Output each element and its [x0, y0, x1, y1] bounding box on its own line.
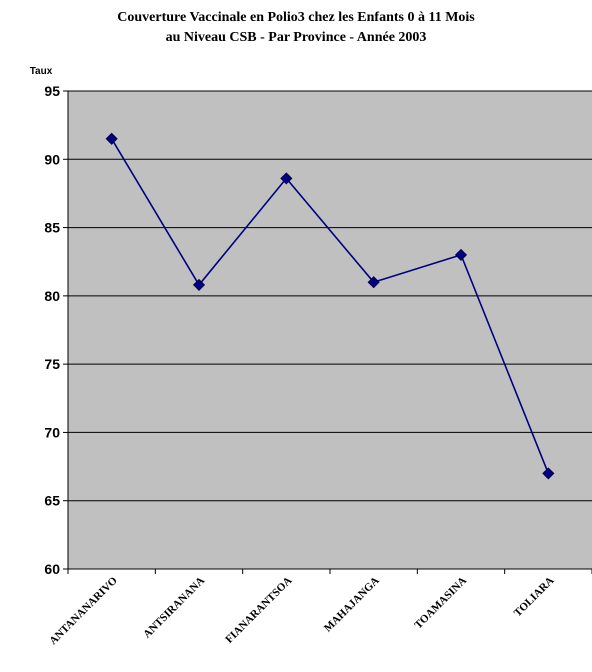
- x-tick-label: MAHAJANGA: [322, 575, 382, 635]
- x-tick-label: TOLIARA: [512, 575, 557, 620]
- y-tick-label: 70: [44, 424, 60, 440]
- y-tick-label: 85: [44, 220, 60, 236]
- x-tick-label: FIANARANTSOA: [223, 575, 294, 646]
- y-tick-label: 95: [44, 83, 60, 99]
- y-axis-ticks: 60 65 70 75 80 85 90 95: [44, 83, 68, 577]
- y-tick-label: 75: [44, 356, 60, 372]
- y-tick-label: 65: [44, 493, 60, 509]
- plot-area: [68, 91, 592, 569]
- y-axis-label: Taux: [30, 66, 53, 77]
- x-tick-label: TOAMASINA: [412, 575, 469, 632]
- y-tick-label: 60: [44, 561, 60, 577]
- data-point: [192, 278, 206, 291]
- y-tick-label: 90: [44, 151, 60, 167]
- x-axis-ticks: ANTANANARIVO ANTSIRANANA FIANARANTSOA MAHAJ…: [47, 569, 592, 647]
- y-tick-label: 80: [44, 288, 60, 304]
- x-tick-label: ANTANANARIVO: [47, 574, 120, 647]
- data-point: [280, 172, 293, 185]
- x-tick-label: ANTSIRANANA: [141, 575, 207, 641]
- data-point: [454, 248, 468, 261]
- series-line: [110, 138, 550, 474]
- chart-title: Couverture Vaccinale en Polio3 chez les …: [0, 8, 592, 48]
- chart-title-line-1: Couverture Vaccinale en Polio3 chez les …: [117, 10, 475, 25]
- data-point: [105, 132, 118, 145]
- series-group: [105, 132, 555, 480]
- chart-title-line-2: au Niveau CSB - Par Province - Année 200…: [165, 30, 427, 45]
- data-point: [542, 467, 555, 480]
- data-point: [367, 276, 380, 289]
